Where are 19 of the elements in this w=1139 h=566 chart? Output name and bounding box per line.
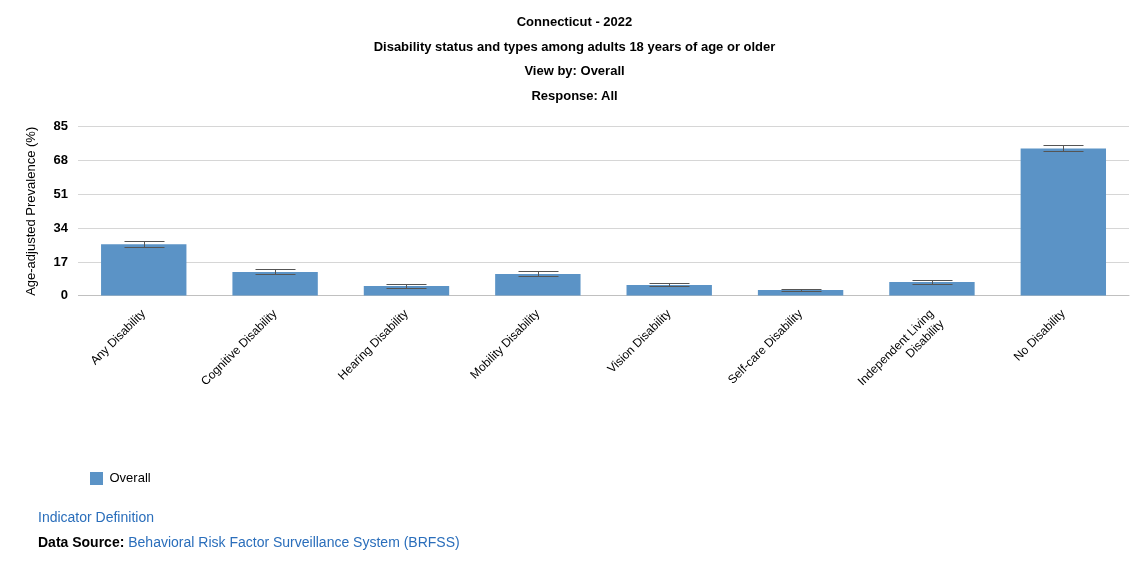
legend-label: Overall: [109, 470, 151, 486]
bar: [232, 272, 318, 296]
text: Indicator Definition: [38, 508, 155, 527]
bar: [1020, 148, 1107, 296]
source-note: Data Source: Behavioral Risk Factor Surveillance System (BRFSS): [38, 534, 460, 550]
y-axis-title: Age-adjusted Prevalence (%): [23, 126, 39, 296]
chart-subtitle: Disability status and types among adults 18 years of age or older View by: Overall Response: All: [373, 38, 776, 103]
bar: [626, 284, 712, 296]
bar: [101, 244, 187, 296]
bar: [363, 285, 450, 296]
y-tick-label: 68: [53, 152, 69, 168]
bar: [495, 274, 581, 296]
y-tick-label: 34: [53, 219, 69, 235]
chart-title: Connecticut - 2022: [516, 14, 633, 30]
y-tick-label: 17: [53, 253, 69, 269]
y-tick-label: 51: [53, 185, 69, 201]
bar: [889, 281, 975, 296]
y-tick-label: 85: [53, 118, 69, 134]
y-tick-label: 0: [60, 287, 69, 303]
